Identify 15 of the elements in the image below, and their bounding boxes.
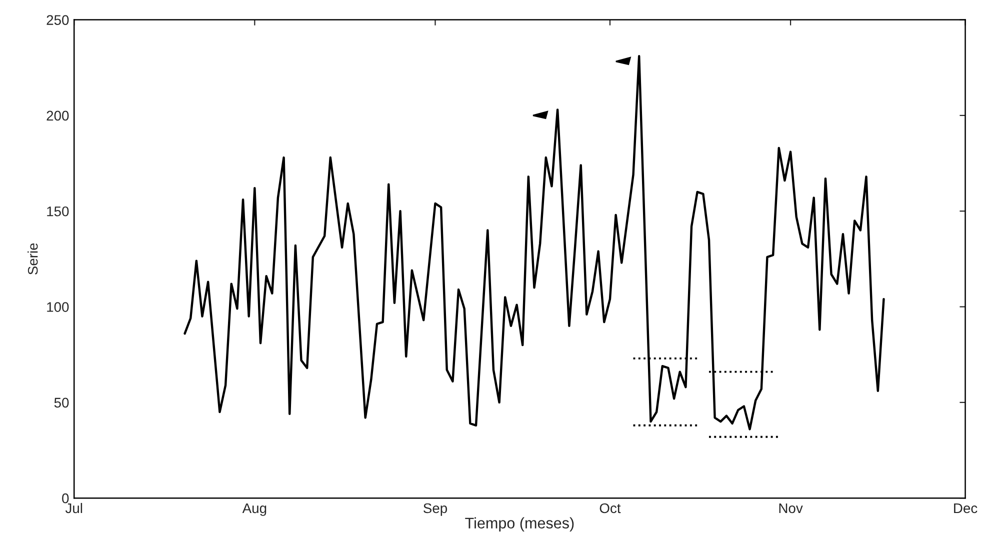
y-tick-label: 0	[62, 493, 69, 504]
line-series	[184, 55, 885, 430]
x-tick-label: Oct	[600, 503, 621, 514]
y-tick-label: 100	[47, 302, 69, 312]
x-tick-label: Dec	[954, 503, 978, 514]
y-axis-title: Serie	[28, 243, 38, 275]
x-tick-label: Jul	[65, 502, 82, 514]
y-tick-label: 250	[46, 15, 69, 25]
y-tick-label: 200	[46, 110, 69, 121]
x-tick-label: Sep	[424, 503, 448, 516]
x-axis-title: Tiempo (meses)	[465, 517, 574, 532]
y-tick-label: 150	[47, 206, 69, 216]
y-tick-label: 50	[54, 398, 69, 408]
x-tick-label: Aug	[242, 503, 266, 516]
x-tick-label: Nov	[779, 503, 803, 514]
